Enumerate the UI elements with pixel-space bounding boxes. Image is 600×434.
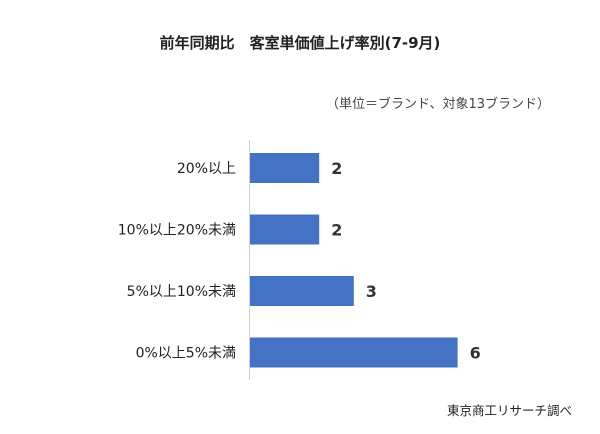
bar (250, 153, 320, 183)
bar (250, 276, 354, 306)
category-label: 5%以上10%未満 (127, 284, 236, 300)
category-label: 0%以上5%未満 (136, 346, 236, 362)
chart-title: 前年同期比 客室単価値上げ率別(7-9月) (159, 34, 441, 52)
chart-subtitle: （単位＝ブランド、対象13ブランド） (325, 97, 550, 112)
data-label: 2 (331, 159, 342, 178)
category-label: 10%以上20%未満 (118, 223, 236, 239)
data-label: 3 (366, 282, 377, 301)
bar (250, 214, 320, 245)
data-label: 2 (331, 221, 342, 240)
category-label: 20%以上 (177, 161, 236, 177)
bar (250, 337, 458, 368)
data-label: 6 (470, 344, 481, 363)
source-note: 東京商工リサーチ調べ (446, 403, 572, 418)
